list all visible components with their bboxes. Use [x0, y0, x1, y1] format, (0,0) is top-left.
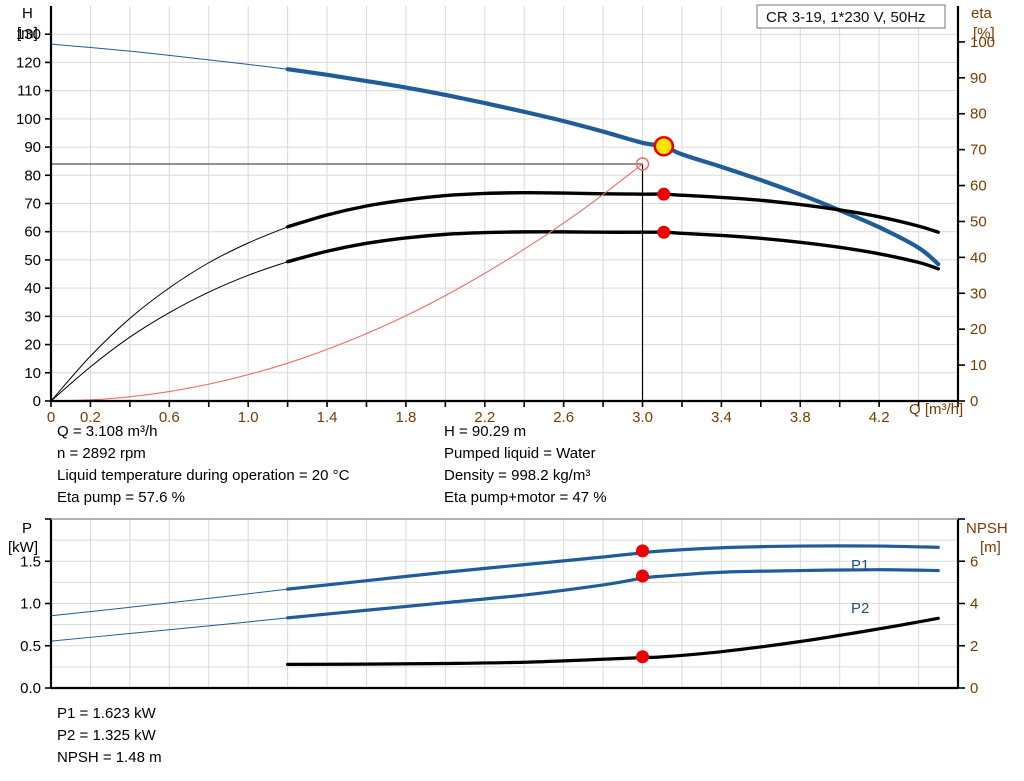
p2-duty-point: [636, 569, 650, 583]
tick-label-p: 1.0: [20, 596, 41, 613]
tick-label-npsh: 0: [970, 680, 978, 697]
tick-label-q: 1.0: [238, 409, 259, 426]
tick-label-eta: 80: [970, 106, 987, 123]
tick-label-eta: 10: [970, 357, 987, 374]
tick-label-q: 0.2: [80, 409, 101, 426]
h-axis-unit: [m]: [17, 25, 38, 42]
tick-label-h: 120: [16, 54, 41, 71]
bottom-chart-axes: [45, 518, 965, 690]
top-chart-axes: [45, 6, 965, 407]
top-chart-reference-lines: [51, 163, 644, 401]
top-chart-curves: [50, 43, 941, 402]
info-temp: Liquid temperature during operation = 20…: [57, 467, 350, 484]
bottom-chart: 0.0 0.5 1.0 1.5 0 2 4 6 P [kW] NPSH [m] P1 P2: [8, 518, 1008, 697]
duty-point: [653, 135, 675, 157]
tick-label-h: 110: [17, 83, 41, 100]
info-liquid: Pumped liquid = Water: [444, 445, 596, 462]
tick-label-eta: 40: [970, 249, 987, 266]
tick-label-h: 80: [24, 167, 41, 184]
h-axis-title: H: [22, 5, 33, 22]
tick-label-q: 3.0: [632, 409, 653, 426]
top-chart-markers: [635, 135, 675, 239]
tick-label-eta: 100: [970, 34, 995, 51]
tick-label-q: 2.6: [553, 409, 574, 426]
system-curve-point: [635, 157, 650, 171]
info-q: Q = 3.108 m³/h: [57, 423, 157, 440]
info-npsh: NPSH = 1.48 m: [57, 749, 162, 766]
info-h: H = 90.29 m: [444, 423, 526, 440]
tick-label-eta: 70: [970, 142, 987, 159]
tick-label-npsh: 6: [970, 553, 978, 570]
npsh-axis-unit: [m]: [980, 539, 1001, 556]
tick-label-p: 0.0: [20, 680, 41, 697]
tick-label-eta: 90: [970, 70, 987, 87]
tick-label-eta: 50: [970, 213, 987, 230]
p-axis-title: P: [22, 520, 32, 537]
tick-label-h: 20: [24, 337, 41, 354]
tick-label-eta: 20: [970, 321, 987, 338]
bottom-chart-markers: [636, 544, 650, 664]
top-chart-tick-labels: 0 10 20 30 40 50 60 70 80 90 100 110 120 130 0 10 20 30 40…: [16, 26, 995, 426]
eta-pump-motor-point: [657, 225, 671, 239]
tick-label-q: 3.8: [790, 409, 811, 426]
tick-label-h: 100: [16, 111, 41, 128]
npsh-duty-point: [636, 650, 650, 664]
duty-info-block: Q = 3.108 m³/h n = 2892 rpm Liquid tempe…: [57, 423, 607, 506]
tick-label-q: 4.2: [869, 409, 890, 426]
p1-duty-point: [636, 544, 650, 558]
tick-label-q: 0.6: [159, 409, 180, 426]
tick-label-h: 10: [24, 365, 41, 382]
info-p1: P1 = 1.623 kW: [57, 705, 157, 722]
bottom-chart-tick-labels: 0.0 0.5 1.0 1.5 0 2 4 6: [20, 553, 978, 697]
p-axis-unit: [kW]: [8, 539, 38, 556]
tick-label-eta: 60: [970, 178, 987, 195]
tick-label-p: 0.5: [20, 638, 41, 655]
tick-label-npsh: 4: [970, 596, 978, 613]
info-density: Density = 998.2 kg/m³: [444, 467, 590, 484]
tick-label-p: 1.5: [20, 553, 41, 570]
top-chart-gridlines: [50, 6, 959, 402]
curve-eta-pump-thick: [285, 191, 940, 234]
curve-eta-pump-motor-thick: [285, 230, 940, 271]
tick-label-q: 3.4: [711, 409, 732, 426]
info-n: n = 2892 rpm: [57, 445, 146, 462]
curve-eta-pump-thin: [50, 225, 291, 402]
eta-pump-point: [657, 187, 671, 201]
tick-label-npsh: 2: [970, 638, 978, 655]
p2-curve-label: P2: [851, 600, 869, 617]
p1-curve-label: P1: [851, 557, 869, 574]
tick-label-q: 2.2: [474, 409, 495, 426]
tick-label-h: 130: [16, 26, 41, 43]
power-info-block: P1 = 1.623 kW P2 = 1.325 kW NPSH = 1.48 …: [57, 705, 162, 766]
tick-label-eta: 30: [970, 285, 987, 302]
eta-axis-title: eta: [971, 5, 993, 22]
curve-eta-pump-motor-thin: [50, 260, 291, 402]
eta-axis-unit: [%]: [973, 25, 995, 42]
tick-label-h: 0: [33, 393, 41, 410]
info-eta-pump: Eta pump = 57.6 %: [57, 489, 185, 506]
curve-system-curve: [50, 163, 644, 402]
tick-label-q: 1.8: [395, 409, 416, 426]
tick-label-h: 60: [24, 224, 41, 241]
info-p2: P2 = 1.325 kW: [57, 727, 157, 744]
tick-label-h: 70: [24, 196, 41, 213]
top-chart: 0 10 20 30 40 50 60 70 80 90 100 110 120 130 0 10 20 30 40…: [16, 4, 995, 426]
tick-label-h: 40: [24, 280, 41, 297]
tick-label-h: 50: [24, 252, 41, 269]
q-axis-title: Q [m³/h]: [909, 401, 963, 418]
title-box: CR 3-19, 1*230 V, 50Hz: [756, 4, 946, 29]
tick-label-h: 30: [24, 308, 41, 325]
npsh-axis-title: NPSH: [966, 520, 1008, 537]
tick-label-q: 0: [47, 409, 55, 426]
title-box-label: CR 3-19, 1*230 V, 50Hz: [766, 9, 926, 26]
tick-label-q: 1.4: [317, 409, 338, 426]
tick-label-h: 90: [24, 139, 41, 156]
info-eta-total: Eta pump+motor = 47 %: [444, 489, 607, 506]
tick-label-eta: 0: [970, 393, 978, 410]
